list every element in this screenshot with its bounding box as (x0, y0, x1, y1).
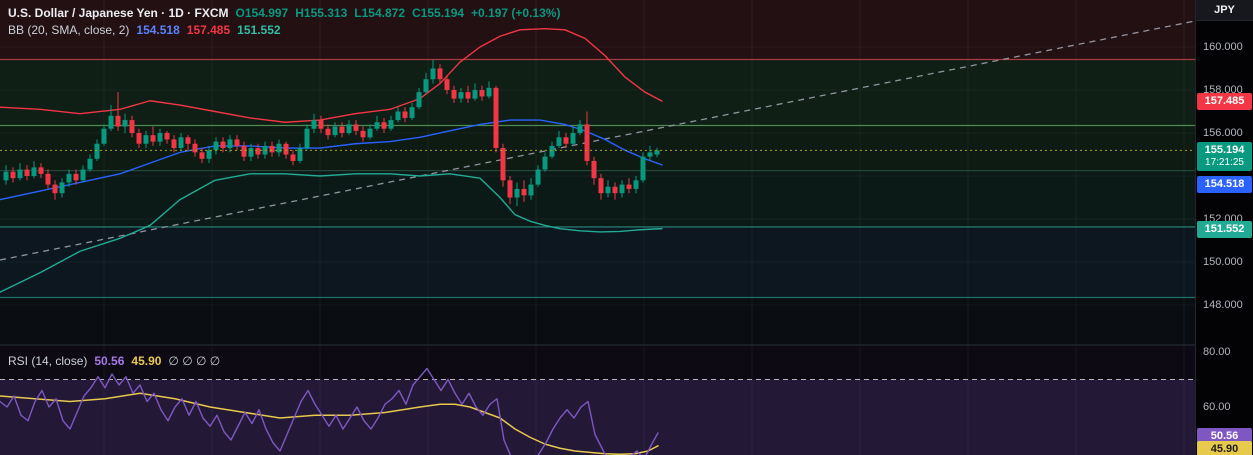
close-value: C155.194 (412, 5, 465, 20)
axis-tick-label: 150.000 (1203, 256, 1243, 268)
bb-upper-badge: 157.485 (1197, 93, 1252, 110)
price-axis[interactable]: JPY 160.000 158.000 156.000 152.000 150.000 1… (1195, 0, 1253, 455)
rsi-legend: RSI (14, close) 50.56 45.90 ∅ ∅ ∅ ∅ (8, 352, 220, 369)
axis-tick-label: 80.00 (1203, 346, 1231, 358)
axis-tick-label: 156.000 (1203, 127, 1243, 139)
rsi-empty-values: ∅ ∅ ∅ ∅ (168, 353, 221, 368)
rsi-ma-badge: 45.90 (1197, 441, 1252, 455)
chart-canvas[interactable] (0, 0, 1195, 455)
bb-indicator-label[interactable]: BB (20, SMA, close, 2) (8, 22, 130, 37)
symbol-title[interactable]: U.S. Dollar / Japanese Yen · 1D · FXCM (8, 5, 229, 20)
rsi-value-badge: 50.56 (1197, 428, 1252, 445)
axis-tick-label: 160.000 (1203, 41, 1243, 53)
axis-tick-label: 60.00 (1203, 401, 1231, 413)
change-value: +0.197 (+0.13%) (471, 5, 561, 20)
open-value: O154.997 (235, 5, 289, 20)
high-value: H155.313 (295, 5, 348, 20)
countdown-timer: 17:21:25 (1205, 157, 1244, 168)
rsi-ma-value: 45.90 (131, 353, 162, 368)
rsi-legend-row: RSI (14, close) 50.56 45.90 ∅ ∅ ∅ ∅ (8, 352, 220, 369)
bb-lower-badge: 151.552 (1197, 221, 1252, 238)
bb-basis-value: 154.518 (136, 22, 180, 37)
bb-basis-badge: 154.518 (1197, 176, 1252, 193)
last-price-badge: 155.194 17:21:25 (1197, 142, 1252, 171)
rsi-indicator-label[interactable]: RSI (14, close) (8, 353, 88, 368)
symbol-legend: U.S. Dollar / Japanese Yen · 1D · FXCM O… (8, 4, 560, 38)
symbol-legend-row: U.S. Dollar / Japanese Yen · 1D · FXCM O… (8, 4, 560, 21)
bb-upper-value: 157.485 (186, 22, 231, 37)
currency-label[interactable]: JPY (1196, 0, 1253, 21)
rsi-value: 50.56 (94, 353, 125, 368)
bb-legend-row: BB (20, SMA, close, 2) 154.518 157.485 1… (8, 21, 560, 38)
low-value: L154.872 (354, 5, 405, 20)
axis-tick-label: 148.000 (1203, 299, 1243, 311)
bb-lower-value: 151.552 (237, 22, 281, 37)
